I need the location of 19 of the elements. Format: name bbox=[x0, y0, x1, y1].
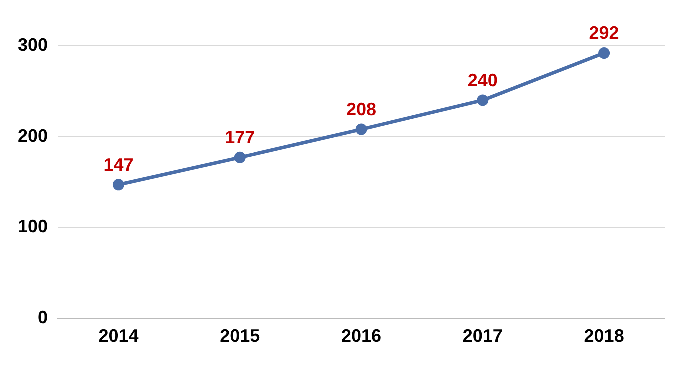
x-tick-label: 2015 bbox=[220, 326, 260, 346]
y-tick-label: 200 bbox=[18, 126, 48, 146]
x-tick-label: 2016 bbox=[341, 326, 382, 346]
data-label: 147 bbox=[104, 154, 134, 175]
x-tick-label: 2014 bbox=[98, 326, 139, 346]
data-label: 177 bbox=[225, 128, 256, 148]
point bbox=[598, 48, 610, 60]
data-label: 208 bbox=[346, 100, 377, 120]
x-tick-label: 2017 bbox=[462, 326, 503, 346]
y-tick-label: 300 bbox=[18, 34, 48, 55]
point bbox=[112, 179, 124, 191]
point bbox=[477, 94, 489, 106]
y-tick-label: 0 bbox=[38, 307, 48, 328]
data-label: 292 bbox=[589, 23, 620, 44]
data-label: 240 bbox=[468, 70, 498, 90]
point bbox=[356, 124, 368, 136]
point bbox=[234, 152, 246, 164]
y-tick-label: 100 bbox=[18, 216, 48, 237]
x-tick-label: 2018 bbox=[584, 326, 624, 346]
